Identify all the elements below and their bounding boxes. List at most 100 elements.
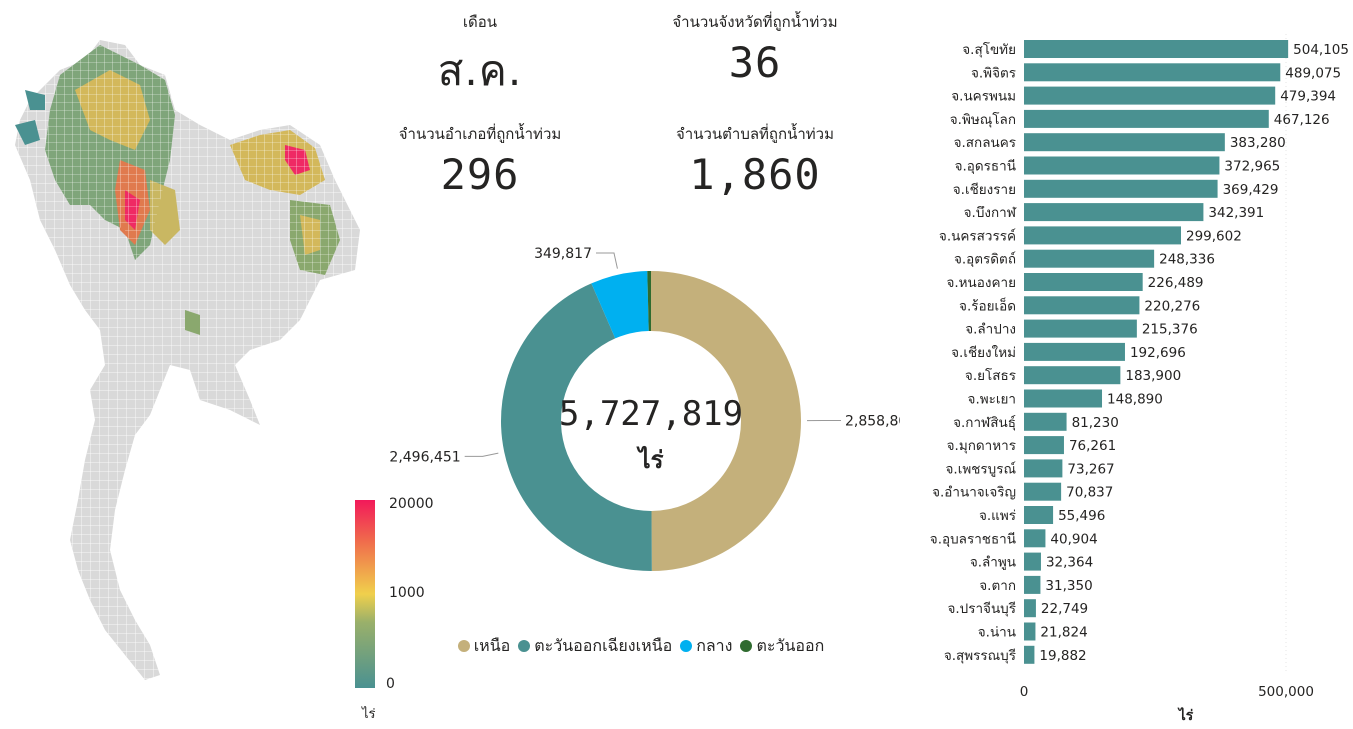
bar-value-label-6: 369,429 (1223, 182, 1279, 198)
bar-9[interactable] (1024, 250, 1154, 268)
bar-category-label-18: จ.เพชรบูรณ์ (946, 460, 1016, 477)
bar-category-label-20: จ.แพร่ (979, 508, 1016, 524)
bar-value-label-10: 226,489 (1148, 275, 1204, 291)
donut-legend-item-3[interactable]: ตะวันออก (740, 636, 824, 655)
bar-16[interactable] (1024, 413, 1067, 431)
donut-data-label-0: 2,858,802 (845, 414, 900, 430)
bar-category-label-24: จ.ปราจีนบุรี (947, 601, 1016, 617)
donut-leader-line-2 (596, 253, 617, 269)
bar-10[interactable] (1024, 273, 1143, 291)
donut-svg: 2,858,802 2,496,451 349,817 5,727,819 ไร่ (390, 240, 900, 665)
bar-category-label-23: จ.ตาก (979, 578, 1016, 594)
bar-22[interactable] (1024, 553, 1041, 571)
kpi-subdistricts-label: จำนวนตำบลที่ถูกน้ำท่วม (645, 122, 865, 146)
kpi-subdistricts: จำนวนตำบลที่ถูกน้ำท่วม 1,860 (645, 122, 865, 199)
bar-category-label-15: จ.พะเยา (968, 392, 1016, 408)
bar-category-label-16: จ.กาฬสินธุ์ (953, 414, 1016, 431)
bar-20[interactable] (1024, 506, 1053, 524)
bar-category-label-9: จ.อุตรดิตถ์ (954, 251, 1016, 268)
bar-23[interactable] (1024, 576, 1040, 594)
bar-category-label-17: จ.มุกดาหาร (947, 438, 1016, 454)
bar-value-label-21: 40,904 (1050, 531, 1097, 547)
kpi-districts: จำนวนอำเภอที่ถูกน้ำท่วม 296 (370, 122, 590, 199)
bar-category-label-22: จ.ลำพูน (970, 555, 1016, 571)
legend-dot-icon (680, 640, 692, 652)
bar-19[interactable] (1024, 483, 1061, 501)
legend-unit-label: ไร่ (362, 703, 376, 724)
donut-legend-label-2: กลาง (696, 636, 732, 655)
donut-legend-item-0[interactable]: เหนือ (458, 636, 511, 655)
bar-17[interactable] (1024, 436, 1064, 454)
bar-category-label-6: จ.เชียงราย (953, 182, 1016, 198)
bar-value-label-3: 467,126 (1274, 112, 1330, 128)
legend-dot-icon (740, 640, 752, 652)
bar-4[interactable] (1024, 133, 1225, 151)
bar-value-label-17: 76,261 (1069, 438, 1116, 454)
kpi-month-value: ส.ค. (370, 38, 590, 104)
legend-gradient-bar (355, 500, 375, 688)
bar-value-label-9: 248,336 (1159, 252, 1215, 268)
bar-xtick-label-0: 0 (1020, 684, 1029, 700)
donut-data-label-2: 349,817 (534, 246, 592, 262)
bar-category-label-4: จ.สกลนคร (954, 135, 1016, 151)
bar-11[interactable] (1024, 296, 1139, 314)
bar-1[interactable] (1024, 63, 1280, 81)
thailand-map-svg (0, 30, 370, 690)
donut-legend-label-1: ตะวันออกเฉียงเหนือ (534, 636, 672, 655)
bar-value-label-2: 479,394 (1280, 89, 1336, 105)
bar-value-label-12: 215,376 (1142, 322, 1198, 338)
bar-category-label-1: จ.พิจิตร (971, 65, 1016, 81)
bar-value-label-0: 504,105 (1293, 42, 1349, 58)
bar-xaxis-title: ไร่ (1177, 706, 1194, 724)
bar-25[interactable] (1024, 623, 1035, 641)
kpi-provinces: จำนวนจังหวัดที่ถูกน้ำท่วม 36 (645, 10, 865, 87)
bar-category-label-0: จ.สุโขทัย (962, 41, 1016, 58)
bar-26[interactable] (1024, 646, 1034, 664)
legend-dot-icon (458, 640, 470, 652)
bar-category-label-13: จ.เชียงใหม่ (951, 344, 1016, 361)
bar-value-label-19: 70,837 (1066, 485, 1113, 501)
bar-21[interactable] (1024, 529, 1045, 547)
bar-13[interactable] (1024, 343, 1125, 361)
donut-legend-item-2[interactable]: กลาง (680, 636, 732, 655)
donut-legend-label-0: เหนือ (474, 636, 511, 655)
legend-dot-icon (518, 640, 530, 652)
donut-legend: เหนือ ตะวันออกเฉียงเหนือ กลาง ตะวันออก (390, 634, 900, 659)
donut-legend-label-3: ตะวันออก (756, 636, 824, 655)
donut-total-unit: ไร่ (636, 445, 664, 474)
bar-category-label-2: จ.นครพนม (951, 89, 1016, 105)
kpi-month-label: เดือน (370, 10, 590, 34)
bar-category-label-14: จ.ยโสธร (965, 367, 1016, 384)
bar-7[interactable] (1024, 203, 1203, 221)
donut-total-value: 5,727,819 (559, 394, 743, 434)
bar-value-label-15: 148,890 (1107, 392, 1163, 408)
bar-0[interactable] (1024, 40, 1288, 58)
flood-map[interactable] (0, 30, 370, 690)
bar-value-label-13: 192,696 (1130, 345, 1186, 361)
bar-category-label-8: จ.นครสวรรค์ (939, 227, 1016, 244)
bar-15[interactable] (1024, 390, 1102, 408)
bar-6[interactable] (1024, 180, 1218, 198)
bar-value-label-22: 32,364 (1046, 555, 1093, 571)
bar-value-label-23: 31,350 (1045, 578, 1092, 594)
bar-category-label-5: จ.อุดรธานี (955, 159, 1016, 175)
bar-24[interactable] (1024, 599, 1036, 617)
donut-data-label-1: 2,496,451 (390, 449, 461, 465)
bar-3[interactable] (1024, 110, 1269, 128)
kpi-subdistricts-value: 1,860 (645, 150, 865, 199)
bar-5[interactable] (1024, 157, 1219, 175)
kpi-provinces-label: จำนวนจังหวัดที่ถูกน้ำท่วม (645, 10, 865, 34)
bar-category-label-11: จ.ร้อยเอ็ด (959, 296, 1016, 314)
donut-legend-item-1[interactable]: ตะวันออกเฉียงเหนือ (518, 636, 672, 655)
bar-category-label-25: จ.น่าน (978, 625, 1016, 641)
bar-12[interactable] (1024, 320, 1137, 338)
bar-18[interactable] (1024, 459, 1062, 477)
bar-2[interactable] (1024, 87, 1275, 105)
bar-value-label-14: 183,900 (1125, 368, 1181, 384)
bar-category-label-19: จ.อำนาจเจริญ (932, 485, 1016, 501)
bar-8[interactable] (1024, 226, 1181, 244)
kpi-districts-label: จำนวนอำเภอที่ถูกน้ำท่วม (370, 122, 590, 146)
bar-14[interactable] (1024, 366, 1120, 384)
